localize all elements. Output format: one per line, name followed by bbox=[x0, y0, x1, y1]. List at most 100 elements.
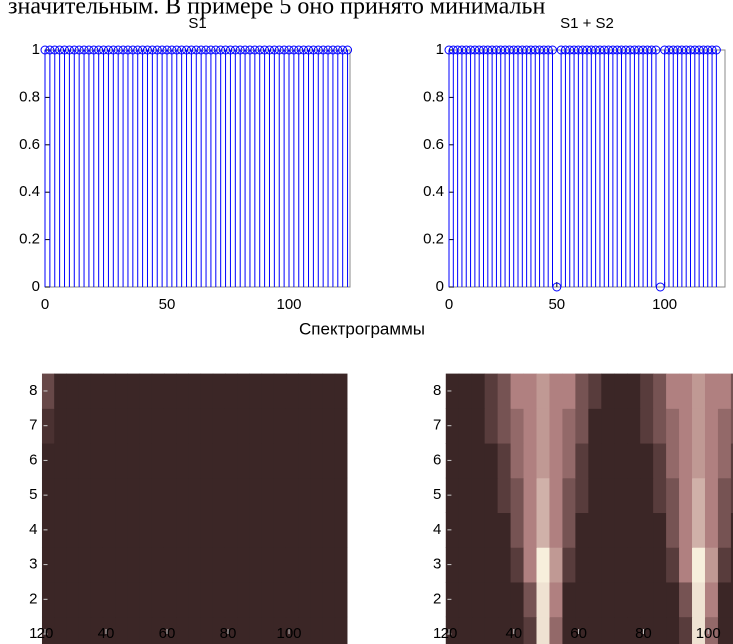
heatmap-cell bbox=[66, 617, 79, 644]
x-tick-label: 80 bbox=[635, 625, 652, 642]
y-tick-label: 5 bbox=[433, 486, 441, 503]
heatmap-cell bbox=[718, 443, 731, 478]
y-tick-label: 4 bbox=[29, 521, 37, 538]
y-tick-label: 2 bbox=[29, 590, 37, 607]
heatmap-cell bbox=[562, 408, 575, 443]
heatmap-cell bbox=[91, 408, 104, 443]
heatmap-cell bbox=[472, 408, 485, 443]
x-tick-label: 100 bbox=[277, 625, 302, 642]
heatmap-cell bbox=[286, 513, 299, 548]
heatmap-cell bbox=[310, 408, 323, 443]
heatmap-cell bbox=[627, 374, 640, 409]
heatmap-cell bbox=[140, 374, 153, 409]
heatmap-cell bbox=[115, 617, 128, 644]
heatmap-cell bbox=[601, 408, 614, 443]
heatmap-cell bbox=[54, 408, 67, 443]
heatmap-cell bbox=[692, 443, 705, 478]
figure: значительным. В примере 5 оно принято ми… bbox=[0, 0, 733, 644]
heatmap-cell bbox=[176, 513, 189, 548]
heatmap-cell bbox=[498, 443, 511, 478]
heatmap-cell bbox=[201, 582, 214, 617]
heatmap-cell bbox=[524, 374, 537, 409]
heatmap-cell bbox=[201, 408, 214, 443]
heatmap-cell bbox=[511, 513, 524, 548]
heatmap-cell bbox=[537, 408, 550, 443]
heatmap-cell bbox=[335, 478, 348, 513]
heatmap-cell bbox=[79, 478, 92, 513]
heatmap-cell bbox=[666, 443, 679, 478]
heatmap-cell bbox=[485, 408, 498, 443]
heatmap-cell bbox=[103, 582, 116, 617]
heatmap-cell bbox=[335, 443, 348, 478]
heatmap-cell bbox=[225, 443, 238, 478]
heatmap-cell bbox=[575, 374, 588, 409]
heatmap-cell bbox=[249, 547, 262, 582]
heatmap-cell bbox=[225, 582, 238, 617]
heatmap-cell bbox=[66, 513, 79, 548]
heatmap-cell bbox=[188, 547, 201, 582]
heatmap-cell bbox=[164, 582, 177, 617]
heatmap-cell bbox=[692, 513, 705, 548]
heatmap-cell bbox=[140, 617, 153, 644]
y-tick-label: 8 bbox=[433, 382, 441, 399]
heatmap-cell bbox=[601, 617, 614, 644]
heatmap-cell bbox=[286, 443, 299, 478]
heatmap-cell bbox=[188, 408, 201, 443]
heatmap-cell bbox=[459, 617, 472, 644]
x-tick-label: 100 bbox=[652, 296, 677, 313]
heatmap-cell bbox=[152, 443, 165, 478]
heatmap-cell bbox=[498, 478, 511, 513]
heatmap-cell bbox=[152, 408, 165, 443]
heatmap-cell bbox=[588, 443, 601, 478]
heatmap-cell bbox=[666, 513, 679, 548]
heatmap-cell bbox=[188, 582, 201, 617]
heatmap-cell bbox=[679, 617, 692, 644]
heatmap-cell bbox=[213, 478, 226, 513]
heatmap-cell bbox=[679, 408, 692, 443]
heatmap-cell bbox=[79, 443, 92, 478]
heatmap-cell bbox=[66, 374, 79, 409]
heatmap-cell bbox=[188, 443, 201, 478]
heatmap-cell bbox=[627, 443, 640, 478]
y-tick-label: 6 bbox=[433, 451, 441, 468]
heatmap-cell bbox=[524, 478, 537, 513]
heatmap-cell bbox=[54, 443, 67, 478]
heatmap-cell bbox=[237, 513, 250, 548]
heatmap-cell bbox=[705, 374, 718, 409]
heatmap-cell bbox=[103, 374, 116, 409]
heatmap-cell bbox=[485, 547, 498, 582]
heatmap-cell bbox=[640, 478, 653, 513]
heatmap-cell bbox=[627, 582, 640, 617]
heatmap-cell bbox=[601, 374, 614, 409]
heatmap-cell bbox=[549, 374, 562, 409]
heatmap-cell bbox=[115, 547, 128, 582]
heatmap-cell bbox=[472, 443, 485, 478]
heatmap-cell bbox=[91, 513, 104, 548]
heatmap-cell bbox=[588, 617, 601, 644]
heatmap-cell bbox=[627, 408, 640, 443]
heatmap-cell bbox=[614, 443, 627, 478]
heatmap-cell bbox=[653, 513, 666, 548]
heatmap-cell bbox=[679, 374, 692, 409]
heatmap-cell bbox=[127, 513, 140, 548]
heatmap-cell bbox=[679, 547, 692, 582]
heatmap-cell bbox=[164, 547, 177, 582]
heatmap-cell bbox=[575, 408, 588, 443]
heatmap-cell bbox=[524, 408, 537, 443]
heatmap-cell bbox=[614, 478, 627, 513]
heatmap-cell bbox=[472, 478, 485, 513]
heatmap-cell bbox=[286, 582, 299, 617]
heatmap-cell bbox=[188, 617, 201, 644]
heatmap-cell bbox=[262, 408, 275, 443]
heatmap-cell bbox=[614, 513, 627, 548]
heatmap-cell bbox=[91, 374, 104, 409]
heatmap-cell bbox=[237, 547, 250, 582]
heatmap-cell bbox=[274, 408, 287, 443]
y-tick-label: 5 bbox=[29, 486, 37, 503]
heatmap-cell bbox=[286, 478, 299, 513]
heatmap-cell bbox=[127, 408, 140, 443]
heatmap-cell bbox=[262, 547, 275, 582]
heatmap-cell bbox=[692, 582, 705, 617]
heatmap-cell bbox=[225, 408, 238, 443]
x-tick-label: 60 bbox=[570, 625, 587, 642]
